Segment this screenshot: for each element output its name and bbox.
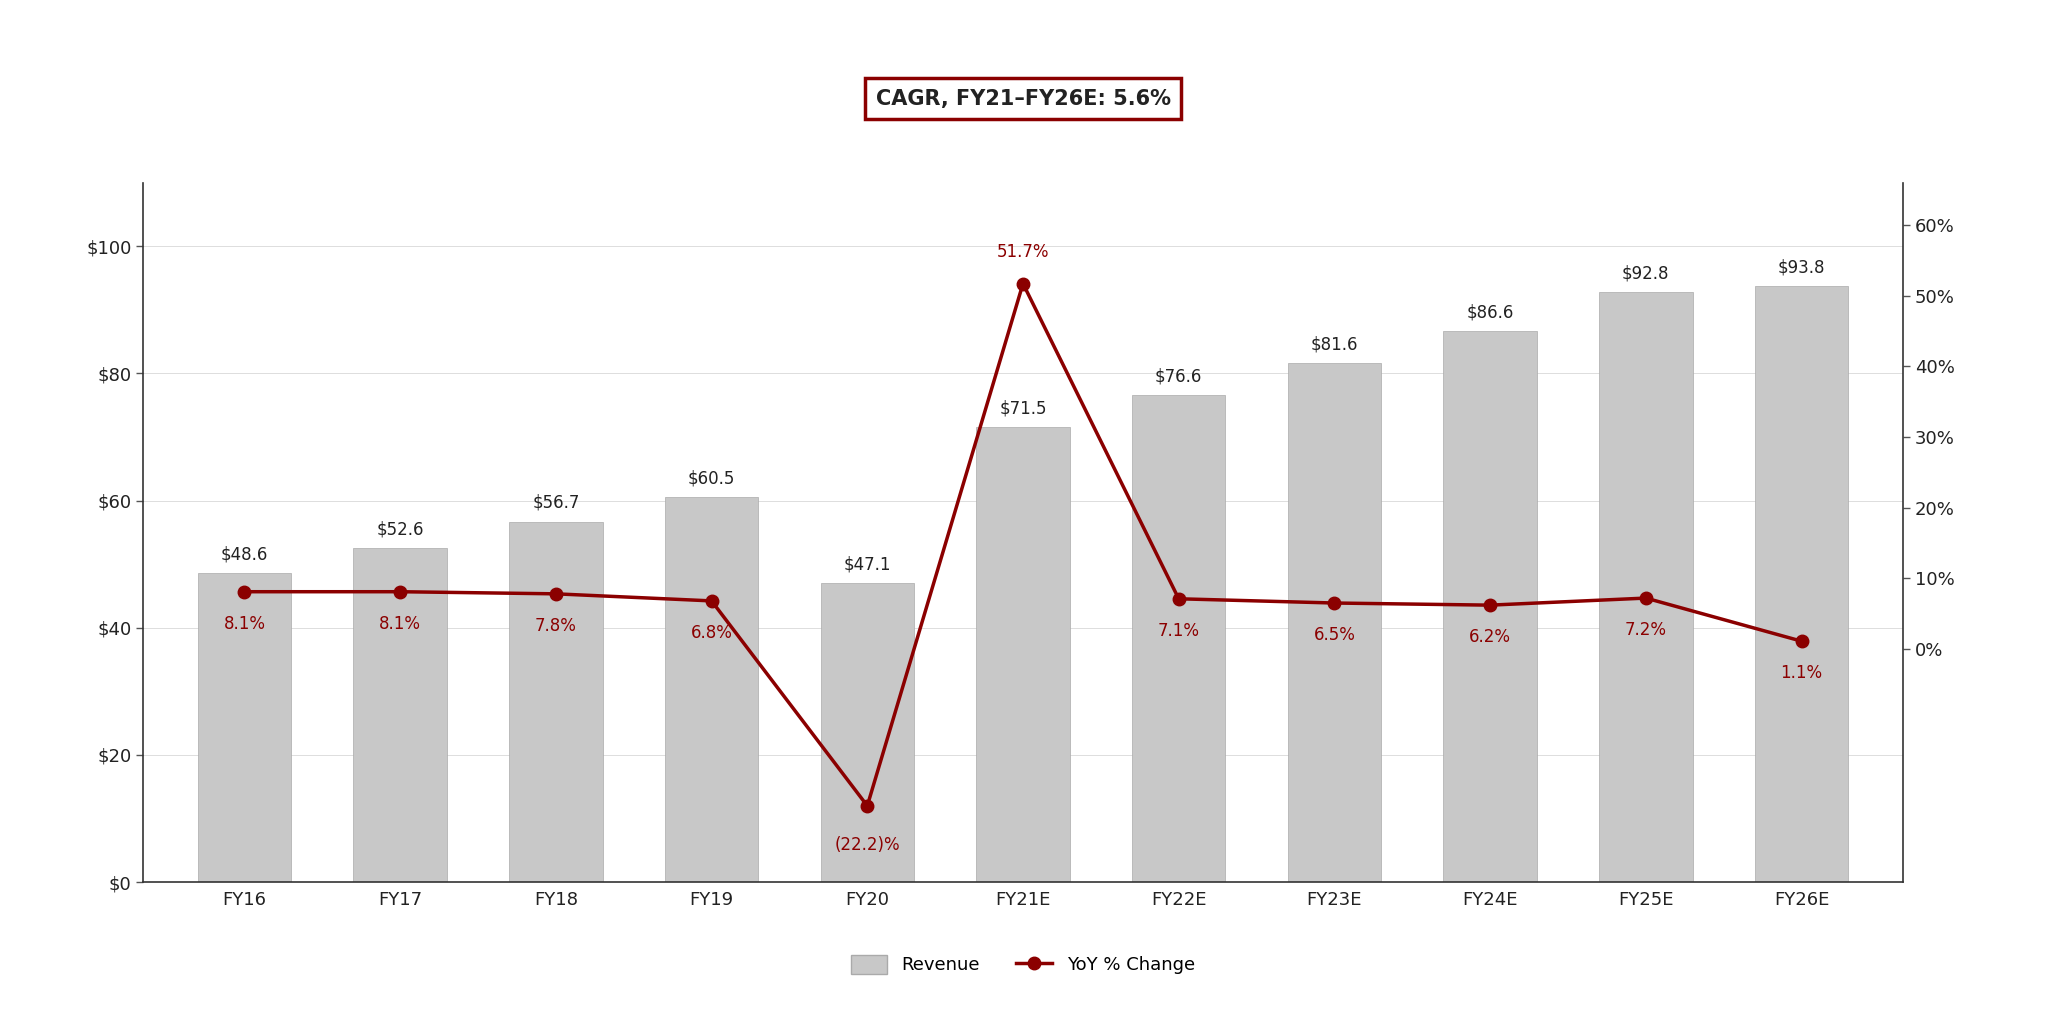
- Bar: [198, 573, 291, 882]
- Bar: [820, 583, 915, 882]
- Text: $86.6: $86.6: [1467, 304, 1514, 321]
- Text: CAGR, FY21–FY26E: 5.6%: CAGR, FY21–FY26E: 5.6%: [876, 88, 1170, 108]
- Text: $60.5: $60.5: [687, 469, 735, 488]
- Bar: [1131, 395, 1226, 882]
- Text: 51.7%: 51.7%: [996, 242, 1050, 261]
- Text: 7.8%: 7.8%: [534, 617, 577, 635]
- Bar: [665, 498, 759, 882]
- Bar: [1287, 363, 1381, 882]
- Bar: [1755, 286, 1848, 882]
- Text: $71.5: $71.5: [998, 400, 1048, 418]
- Text: $81.6: $81.6: [1311, 336, 1359, 354]
- Text: 8.1%: 8.1%: [223, 614, 266, 633]
- Text: $48.6: $48.6: [221, 546, 268, 564]
- Text: $76.6: $76.6: [1156, 367, 1203, 385]
- Text: 8.1%: 8.1%: [379, 614, 421, 633]
- Bar: [976, 428, 1070, 882]
- Text: $47.1: $47.1: [843, 555, 892, 573]
- Legend: Revenue, YoY % Change: Revenue, YoY % Change: [843, 948, 1203, 982]
- Text: $93.8: $93.8: [1778, 258, 1825, 276]
- Bar: [509, 521, 604, 882]
- Text: 6.5%: 6.5%: [1314, 626, 1354, 644]
- Text: $52.6: $52.6: [376, 520, 424, 538]
- Bar: [1442, 332, 1537, 882]
- Text: $92.8: $92.8: [1622, 265, 1670, 282]
- Text: 7.1%: 7.1%: [1158, 622, 1199, 640]
- Text: $56.7: $56.7: [532, 494, 579, 512]
- Text: 7.2%: 7.2%: [1625, 621, 1667, 639]
- Text: (22.2)%: (22.2)%: [835, 836, 900, 854]
- Bar: [1600, 292, 1692, 882]
- Text: 6.8%: 6.8%: [692, 624, 732, 642]
- Text: 6.2%: 6.2%: [1469, 628, 1512, 646]
- Bar: [354, 548, 446, 882]
- Text: 1.1%: 1.1%: [1780, 664, 1823, 682]
